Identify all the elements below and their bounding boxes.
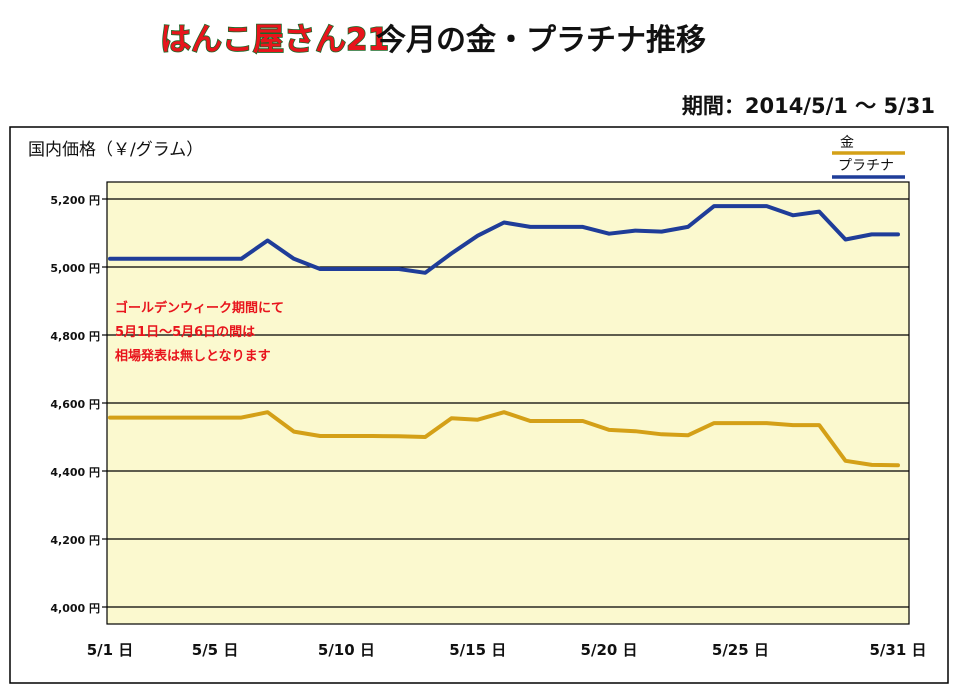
xtick-label: 5/10 日 [318, 641, 375, 659]
ytick-label: 4,400 円 [50, 466, 100, 479]
legend: 金 プラチナ [832, 135, 905, 179]
legend-label-gold: 金 [840, 135, 854, 151]
period-label: 期間：2014/5/1 ～ 5/31 [682, 94, 935, 118]
annotation-line-3: 相場発表は無しとなります [115, 348, 271, 364]
xtick-label: 5/25 日 [712, 641, 769, 659]
ytick-label: 4,200 円 [50, 534, 100, 547]
annotation-line-1: ゴールデンウィーク期間にて [115, 300, 284, 316]
series-line-gold [108, 410, 900, 468]
ytick-label: 5,200 円 [50, 194, 100, 207]
ytick-label: 4,600 円 [50, 398, 100, 411]
xtick-label: 5/15 日 [449, 641, 506, 659]
legend-label-platinum: プラチナ [838, 158, 894, 174]
page-title: 今月の金・プラチナ推移 [376, 23, 706, 58]
y-tick-labels: 4,000 円 4,200 円 4,400 円 4,600 円 4,800 円 5,000… [50, 194, 100, 615]
xtick-label: 5/1 日 [87, 641, 134, 659]
series-line-platinum [108, 204, 900, 275]
xtick-label: 5/20 日 [581, 641, 638, 659]
logo-text: はんこ屋さん21 [160, 22, 389, 58]
ytick-label: 4,000 円 [50, 602, 100, 615]
ytick-label: 5,000 円 [50, 262, 100, 275]
series-lines [108, 204, 900, 468]
xtick-label: 5/31 日 [869, 641, 926, 659]
ytick-label: 4,800 円 [50, 330, 100, 343]
xtick-label: 5/5 日 [192, 641, 239, 659]
annotation-line-2: 5月1日～5月6日の間は [115, 325, 255, 340]
x-tick-labels: 5/1 日 5/5 日 5/10 日 5/15 日 5/20 日 5/25 日 5/31 日 [87, 641, 927, 659]
gw-annotation: ゴールデンウィーク期間にて 5月1日～5月6日の間は 相場発表は無しとなります [115, 300, 284, 364]
grid-lines [102, 198, 909, 608]
y-axis-label: 国内価格（￥/グラム） [28, 140, 203, 160]
